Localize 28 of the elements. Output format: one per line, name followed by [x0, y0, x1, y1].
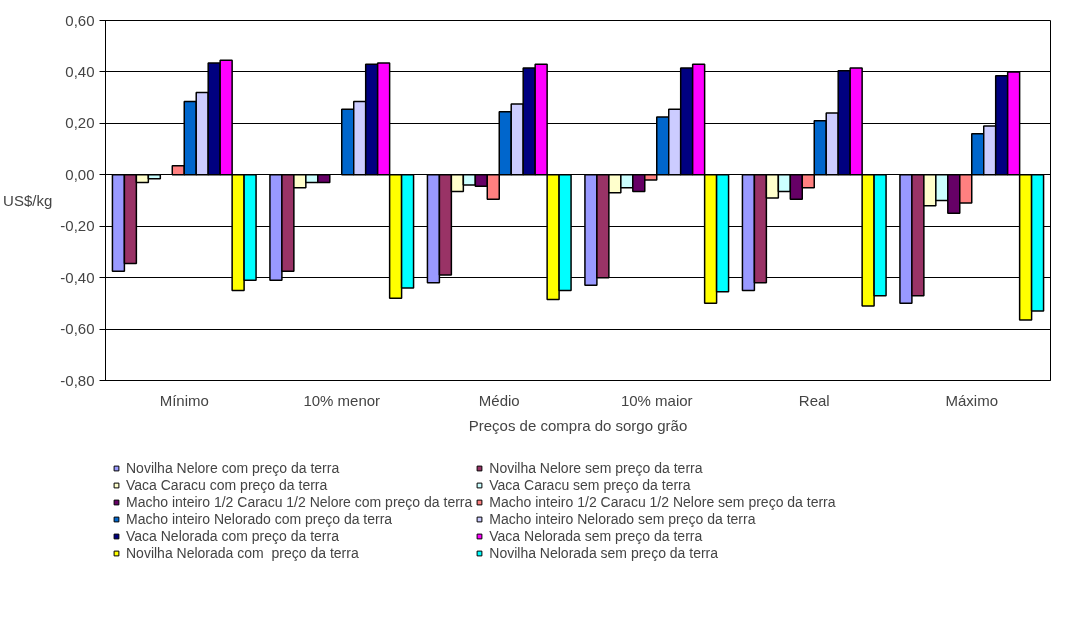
x-tick-label: Máximo	[945, 391, 999, 409]
x-axis-title: Preços de compra do sorgo grão	[468, 416, 688, 434]
x-tick-label: Mínimo	[159, 391, 209, 409]
legend-label: Macho inteiro Nelorado com preço da terra	[126, 511, 393, 527]
y-tick-label: 0,20	[65, 114, 95, 132]
x-tick-label: Médio	[478, 391, 520, 409]
legend-label: Macho inteiro Nelorado sem preço da terra	[489, 511, 756, 527]
legend-label: Novilha Nelorada com preço da terra	[126, 545, 359, 561]
legend-label: Vaca Caracu sem preço da terra	[489, 477, 691, 493]
legend-label: Vaca Nelorada sem preço da terra	[489, 528, 703, 544]
x-tick-label: 10% maior	[620, 391, 693, 409]
y-tick-label: -0,20	[60, 217, 95, 235]
x-tick-label: 10% menor	[303, 391, 381, 409]
legend-label: Novilha Nelorada sem preço da terra	[489, 545, 719, 561]
legend-label: Macho inteiro 1/2 Caracu 1/2 Nelore com preço da terra	[126, 494, 473, 510]
y-tick-label: -0,60	[60, 320, 95, 338]
legend-label: Novilha Nelore sem preço da terra	[489, 460, 703, 476]
y-tick-label: 0,40	[65, 62, 95, 80]
legend-label: Novilha Nelore com preço da terra	[126, 460, 340, 476]
legend-label: Vaca Caracu com preço da terra	[126, 477, 328, 493]
y-tick-label: 0,60	[65, 11, 95, 29]
y-tick-label: -0,40	[60, 268, 95, 286]
y-axis-title: US$/kg	[3, 192, 53, 209]
legend-label: Vaca Nelorada com preço da terra	[126, 528, 339, 544]
legend-label: Macho inteiro 1/2 Caracu 1/2 Nelore sem preço da terra	[489, 494, 836, 510]
y-tick-label: 0,00	[65, 165, 95, 183]
y-tick-label: -0,80	[60, 371, 95, 389]
x-tick-label: Real	[798, 391, 830, 409]
